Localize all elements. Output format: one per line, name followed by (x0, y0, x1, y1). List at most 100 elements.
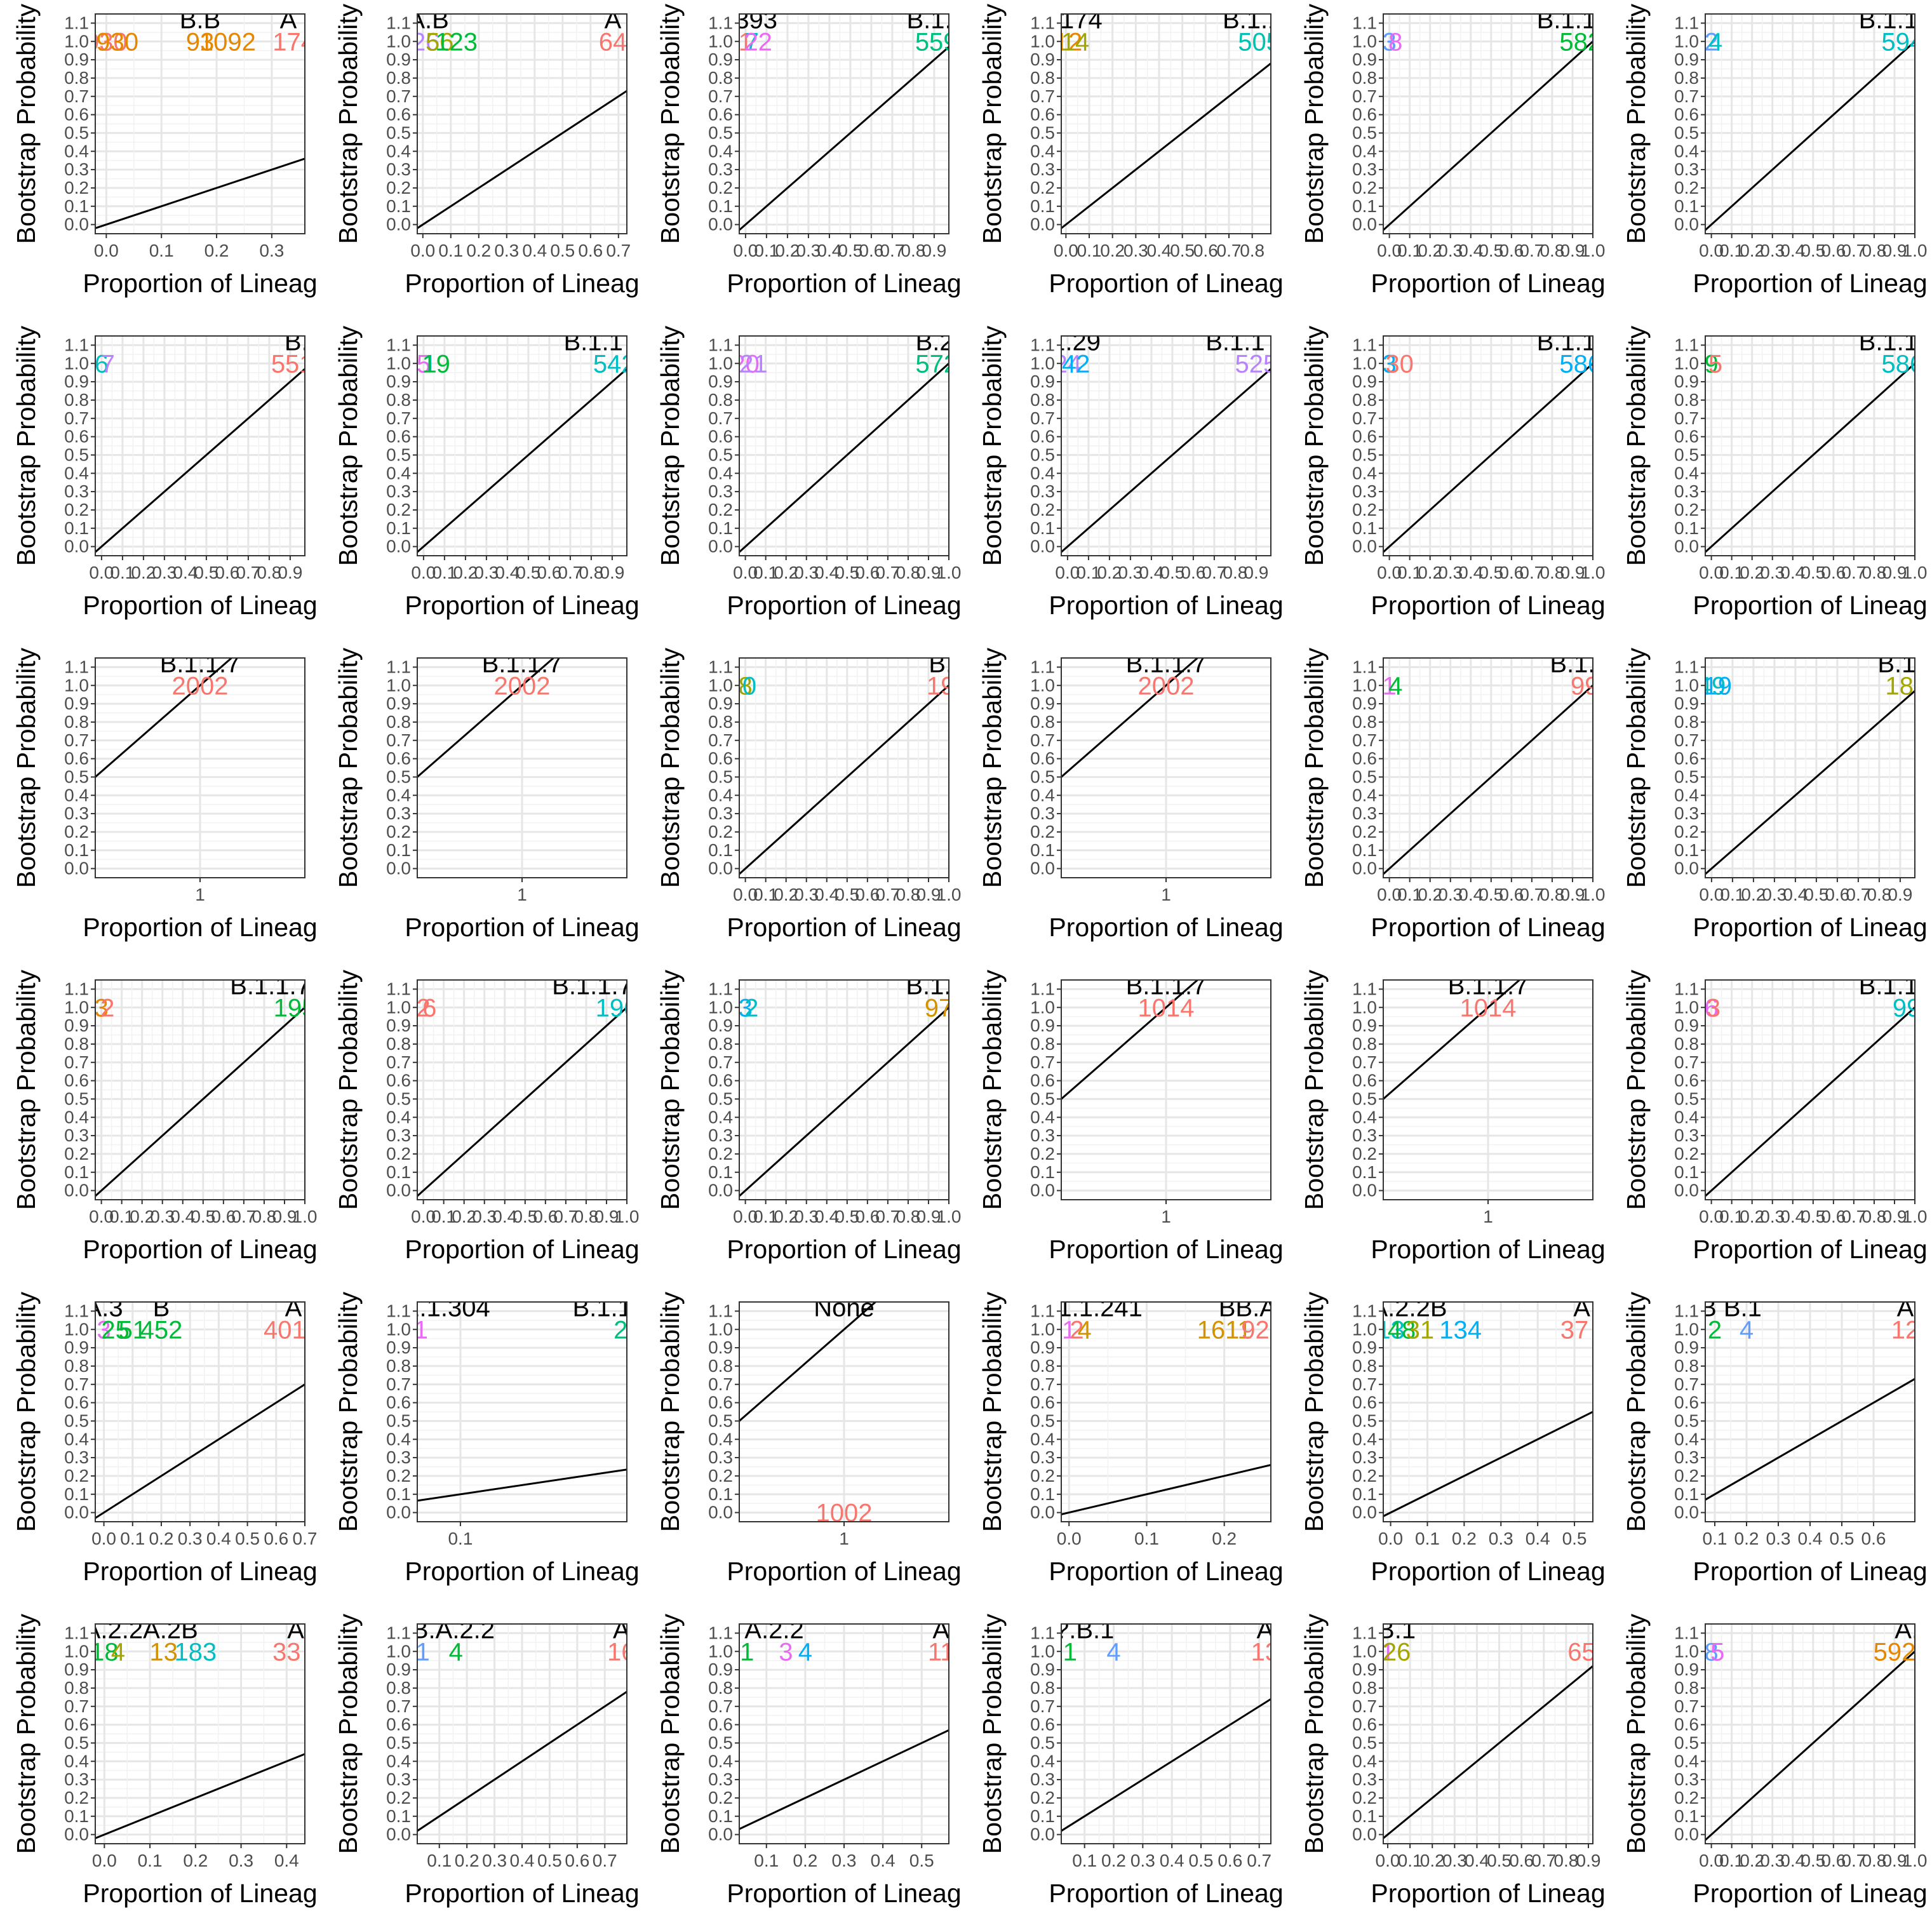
y-tick-label: 0.5 (1352, 1089, 1377, 1108)
panel-border (95, 335, 305, 556)
y-tick-label: 1.0 (1352, 1319, 1377, 1339)
y-tick-label: 0.0 (64, 859, 89, 878)
y-tick-label: 0.4 (64, 141, 89, 161)
x-tick-label: 0.3 (796, 241, 821, 260)
y-tick-label: 0.8 (1352, 1034, 1377, 1054)
x-axis-title: Proportion of Lineag (1371, 1879, 1605, 1908)
x-tick-label: 0.0 (94, 241, 119, 260)
count-label: 1014 (1138, 994, 1195, 1022)
panel-border (1061, 13, 1271, 234)
x-tick-label: 0.7 (606, 241, 631, 260)
y-tick-label: 0.5 (386, 1411, 411, 1430)
y-tick-label: 0.8 (64, 1034, 89, 1054)
x-tick-label: 0.8 (1862, 241, 1886, 260)
x-tick-label: 0.3 (474, 563, 499, 582)
y-tick-label: 0.4 (386, 1429, 411, 1449)
count-label: 48 (1388, 1316, 1416, 1344)
y-tick-label: 0.3 (1030, 1447, 1055, 1467)
count-label: 31 (1406, 1316, 1435, 1344)
x-tick-label: 0.6 (859, 241, 883, 260)
panel-border (95, 979, 305, 1200)
y-tick-label: 0.9 (1030, 694, 1055, 713)
y-axis-title: Bootstrap Probability (333, 647, 363, 888)
plot-area: B B.1 A 2 4 12 (1705, 1302, 1915, 1501)
x-tick-label: 0.0 (1057, 1529, 1082, 1548)
lineage-label: B.1.1 (1537, 6, 1596, 34)
y-tick-label: 0.1 (386, 196, 411, 216)
count-label: 2002 (494, 672, 551, 700)
y-tick-label: 0.8 (1674, 1034, 1699, 1054)
y-tick-label: 0.7 (64, 1052, 89, 1072)
count-label: 1014 (1460, 994, 1517, 1022)
y-tick-label: 1.1 (64, 657, 89, 676)
y-tick-label: 0.3 (1674, 1769, 1699, 1789)
y-tick-label: 0.8 (1352, 1678, 1377, 1698)
y-tick-label: 0.4 (1674, 1429, 1699, 1449)
y-tick-label: 0.9 (1352, 1660, 1377, 1679)
y-tick-label: 0.3 (708, 159, 733, 179)
x-tick-label: 0.0 (1699, 1851, 1724, 1870)
count-label: 586 (1559, 350, 1602, 378)
y-tick-label: 0.8 (1674, 68, 1699, 88)
x-tick-label: 0.0 (1699, 241, 1724, 260)
reference-line (1705, 1651, 1915, 1841)
y-tick-label: 1.1 (708, 13, 733, 32)
x-tick-label: 1.0 (937, 1207, 962, 1226)
x-tick-label: 0.3 (1762, 885, 1787, 904)
x-tick-label: 0.7 (231, 1207, 256, 1226)
y-axis-title: Bootstrap Probability (977, 325, 1007, 566)
panel-border (739, 13, 949, 234)
x-tick-label: 0.2 (1418, 241, 1442, 260)
y-tick-label: 0.0 (1030, 1503, 1055, 1522)
count-label: 6 (422, 994, 436, 1022)
y-tick-label: 0.6 (64, 1393, 89, 1412)
x-tick-label: 0.7 (1519, 241, 1544, 260)
x-tick-label: 0.2 (1734, 1529, 1759, 1548)
count-label: 1 (739, 28, 753, 56)
x-tick-label: 0.3 (1438, 241, 1463, 260)
y-tick-label: 0.9 (64, 1660, 89, 1679)
y-tick-label: 0.6 (708, 427, 733, 446)
y-tick-label: 0.0 (386, 215, 411, 234)
y-tick-label: 0.7 (386, 1374, 411, 1394)
y-tick-label: 0.2 (1352, 1466, 1377, 1486)
y-tick-label: 0.8 (1030, 1034, 1055, 1054)
count-label: 930 (96, 28, 138, 56)
y-tick-label: 0.7 (708, 1696, 733, 1716)
y-tick-label: 1.0 (386, 675, 411, 695)
facet-panel: B.1.1.304 B.1.11 20.00.10.20.30.40.50.60.7… (333, 1291, 640, 1586)
y-tick-label: 0.1 (1030, 518, 1055, 538)
y-tick-label: 1.0 (1352, 353, 1377, 373)
x-tick-label: 0.8 (1540, 885, 1564, 904)
x-tick-label: 0.6 (1821, 563, 1846, 582)
count-label: 559 (915, 28, 958, 56)
reference-line (739, 46, 949, 231)
x-tick-label: 0.9 (278, 563, 302, 582)
y-tick-label: 0.6 (1674, 749, 1699, 768)
y-tick-label: 1.1 (708, 1623, 733, 1642)
y-tick-label: 0.6 (1030, 749, 1055, 768)
x-tick-label: 0.3 (794, 563, 819, 582)
y-tick-label: 0.4 (386, 1107, 411, 1127)
y-tick-label: 0.7 (386, 1696, 411, 1716)
x-tick-label: 0.5 (550, 241, 575, 260)
x-tick-label: 0.1 (1719, 1851, 1744, 1870)
count-label: 18 (90, 1638, 119, 1666)
y-axis-title: Bootstrap Probability (1299, 1613, 1329, 1854)
x-axis-title: Proportion of Lineag (1693, 1235, 1927, 1264)
y-tick-label: 1.0 (708, 31, 733, 51)
x-tick-label: 0.9 (1560, 241, 1585, 260)
count-label: 5 (1710, 1638, 1724, 1666)
y-tick-label: 0.3 (1352, 1447, 1377, 1467)
count-label: 49 (1698, 672, 1726, 700)
y-tick-label: 1.0 (708, 675, 733, 695)
y-tick-label: 0.8 (1352, 1356, 1377, 1376)
x-tick-label: 0.6 (855, 885, 880, 904)
y-tick-label: 1.0 (1030, 353, 1055, 373)
count-label: 123 (435, 28, 478, 56)
y-tick-label: 0.7 (1030, 408, 1055, 428)
y-tick-label: 0.5 (1674, 1089, 1699, 1108)
